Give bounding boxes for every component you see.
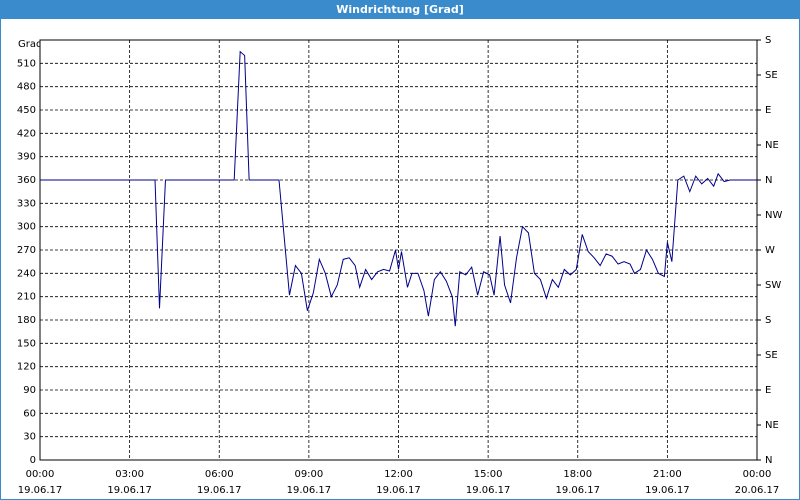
x-tick-label: 18:00 <box>563 469 592 480</box>
y2-tick-label: S <box>765 315 771 326</box>
window-title: Windrichtung [Grad] <box>336 3 464 16</box>
y-tick-label: 120 <box>17 362 36 373</box>
x-tick-date: 19.06.17 <box>197 485 242 496</box>
x-tick-label: 03:00 <box>115 469 144 480</box>
x-tick-label: 09:00 <box>294 469 323 480</box>
x-tick-label: 15:00 <box>474 469 503 480</box>
x-tick-date: 19.06.17 <box>645 485 690 496</box>
y-tick-label: 30 <box>23 432 36 443</box>
x-tick-date: 19.06.17 <box>466 485 511 496</box>
y2-tick-label: SE <box>765 350 778 361</box>
y-tick-label: 60 <box>23 408 36 419</box>
y2-tick-label: W <box>765 245 775 256</box>
y-tick-label: 450 <box>17 105 36 116</box>
y-tick-label: 390 <box>17 152 36 163</box>
y2-tick-label: NE <box>765 420 779 431</box>
y-tick-label: 330 <box>17 198 36 209</box>
title-bar <box>0 0 800 19</box>
y2-tick-label: NW <box>765 210 782 221</box>
y2-tick-label: E <box>765 105 771 116</box>
x-tick-label: 00:00 <box>26 469 55 480</box>
plot-border <box>39 39 758 461</box>
y-axis-label: Grad <box>18 39 42 50</box>
x-tick-date: 19.06.17 <box>18 485 63 496</box>
y-tick-label: 210 <box>17 292 36 303</box>
x-tick-date: 19.06.17 <box>287 485 332 496</box>
y-tick-label: 180 <box>17 315 36 326</box>
y2-tick-label: N <box>765 455 772 466</box>
y-tick-label: 300 <box>17 222 36 233</box>
y-tick-label: 240 <box>17 268 36 279</box>
y-tick-label: 420 <box>17 128 36 139</box>
y-tick-label: 150 <box>17 338 36 349</box>
y2-tick-label: SW <box>765 280 781 291</box>
y-tick-label: 0 <box>30 455 36 466</box>
x-tick-date: 19.06.17 <box>107 485 152 496</box>
y2-tick-label: SE <box>765 70 778 81</box>
y-tick-label: 90 <box>23 385 36 396</box>
x-tick-date: 19.06.17 <box>555 485 600 496</box>
y-tick-label: 360 <box>17 175 36 186</box>
y2-tick-label: N <box>765 175 772 186</box>
x-tick-label: 21:00 <box>653 469 682 480</box>
x-tick-date: 19.06.17 <box>376 485 421 496</box>
data-line <box>40 50 757 327</box>
y2-tick-label: S <box>765 35 771 46</box>
x-tick-label: 00:00 <box>743 469 772 480</box>
y-tick-label: 270 <box>17 245 36 256</box>
y2-tick-label: E <box>765 385 771 396</box>
x-tick-date: 20.06.17 <box>735 485 780 496</box>
y-tick-label: 510 <box>17 58 36 69</box>
x-tick-label: 12:00 <box>384 469 413 480</box>
x-tick-label: 06:00 <box>205 469 234 480</box>
y2-tick-label: NE <box>765 140 779 151</box>
y-tick-label: 480 <box>17 82 36 93</box>
